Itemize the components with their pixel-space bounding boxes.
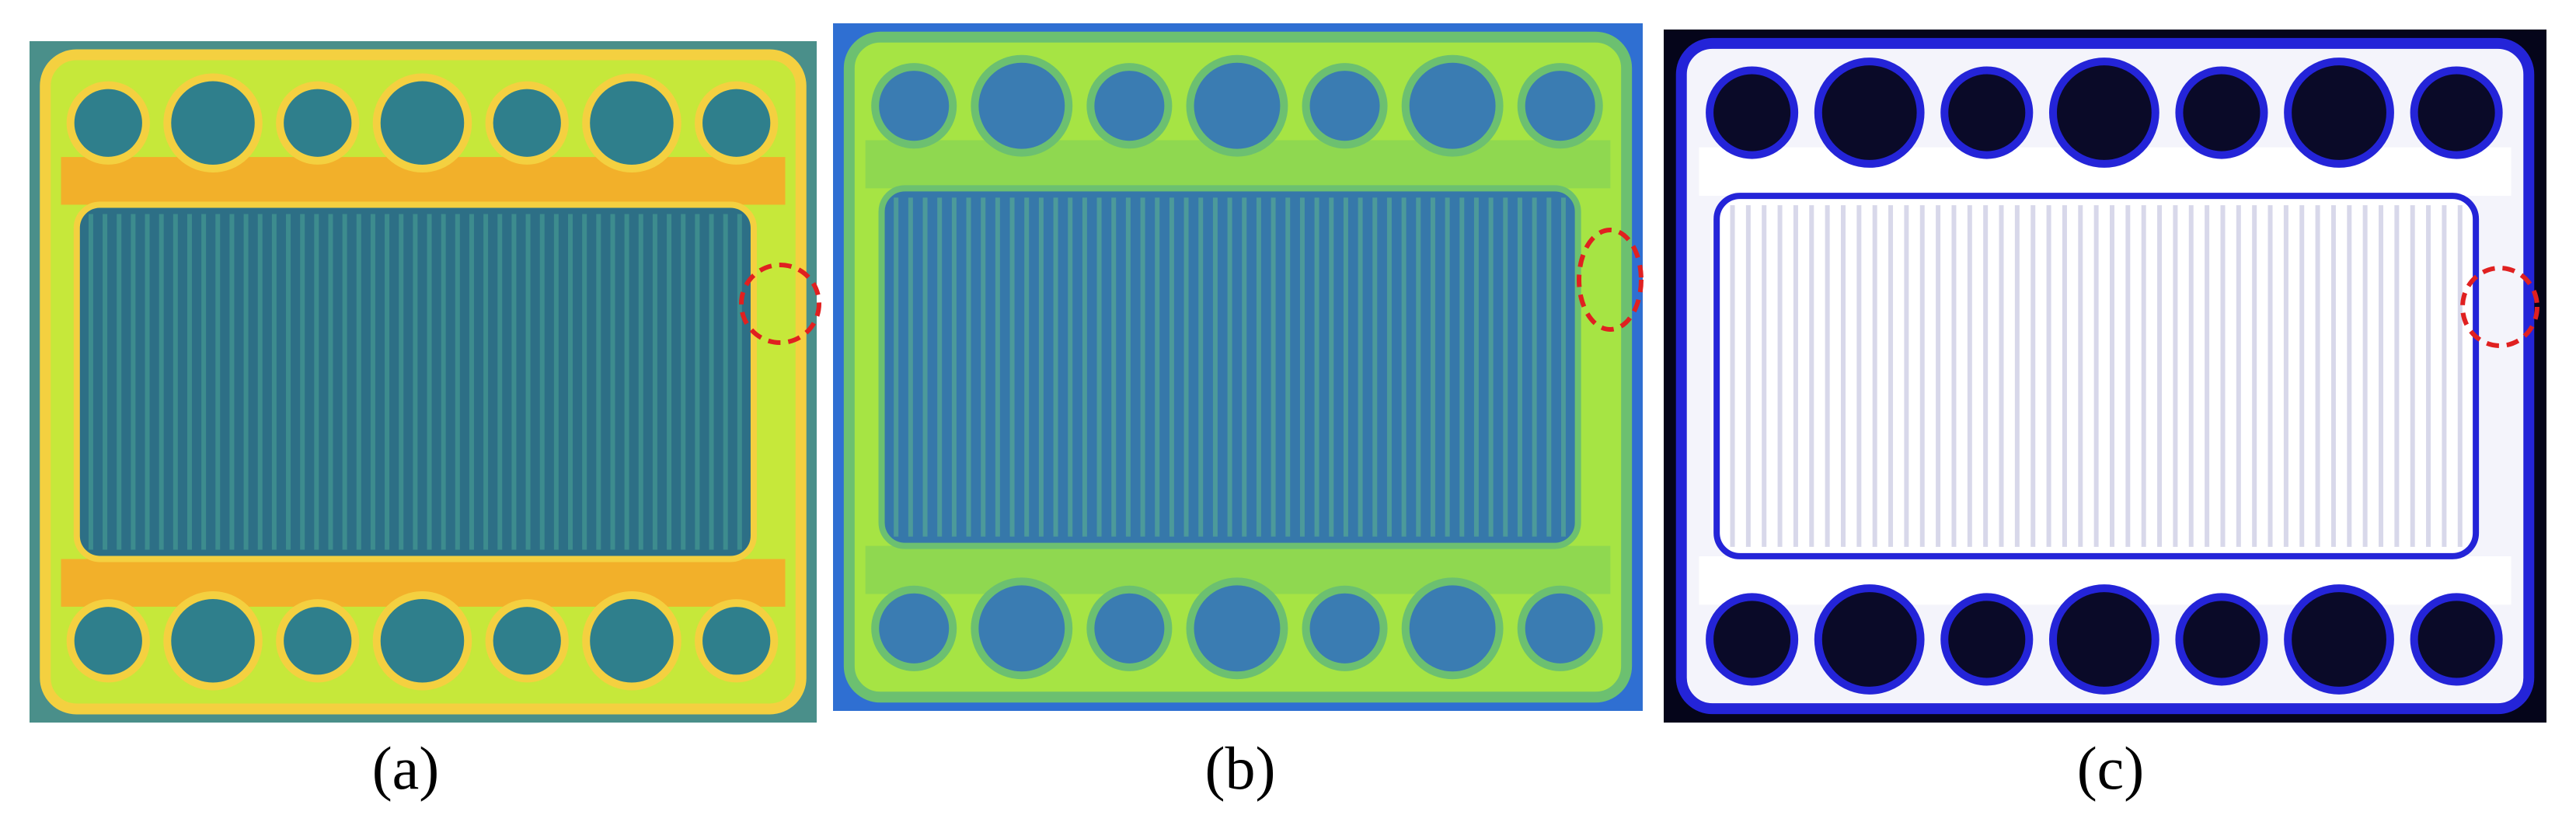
- port-hole: [372, 591, 472, 691]
- panel-label: (a): [372, 734, 440, 802]
- port-hole: [163, 73, 263, 172]
- port-hole: [2048, 57, 2159, 168]
- port-hole: [1940, 66, 2034, 159]
- port-hole: [1086, 63, 1173, 149]
- port-hole: [1517, 585, 1603, 671]
- port-hole: [582, 591, 681, 691]
- port-hole: [1706, 66, 1799, 159]
- port-hole: [871, 63, 957, 149]
- port-hole: [2410, 593, 2503, 686]
- port-hole: [1401, 54, 1504, 157]
- panel-image: [1664, 30, 2546, 723]
- panel-label: (c): [2077, 734, 2145, 802]
- port-hole: [2284, 584, 2394, 695]
- port-hole: [695, 81, 779, 165]
- port-hole: [1086, 585, 1173, 671]
- port-hole: [485, 599, 569, 683]
- port-hole: [582, 73, 681, 172]
- defect-marker: [739, 263, 821, 345]
- port-hole: [1814, 584, 1925, 695]
- port-hole: [695, 599, 779, 683]
- port-hole: [1302, 63, 1388, 149]
- port-hole: [1186, 577, 1288, 680]
- port-hole: [2284, 57, 2394, 168]
- port-hole: [2175, 66, 2268, 159]
- port-hole: [66, 599, 150, 683]
- panel-image: [833, 23, 1644, 711]
- port-hole: [871, 585, 957, 671]
- port-hole: [1401, 577, 1504, 680]
- port-hole: [971, 54, 1073, 157]
- port-hole: [66, 81, 150, 165]
- panel-label: (b): [1205, 734, 1276, 802]
- port-hole: [2410, 66, 2503, 159]
- port-hole: [1940, 593, 2034, 686]
- port-hole: [276, 81, 360, 165]
- defect-marker: [2460, 266, 2539, 348]
- port-hole: [1706, 593, 1799, 686]
- port-hole: [485, 81, 569, 165]
- port-hole: [2175, 593, 2268, 686]
- port-hole: [372, 73, 472, 172]
- defect-marker: [1577, 228, 1644, 332]
- panel-image: [30, 41, 821, 723]
- port-hole: [163, 591, 263, 691]
- port-hole: [971, 577, 1073, 680]
- port-hole: [1302, 585, 1388, 671]
- port-hole: [1186, 54, 1288, 157]
- port-hole: [1517, 63, 1603, 149]
- port-hole: [2048, 584, 2159, 695]
- port-hole: [276, 599, 360, 683]
- port-hole: [1814, 57, 1925, 168]
